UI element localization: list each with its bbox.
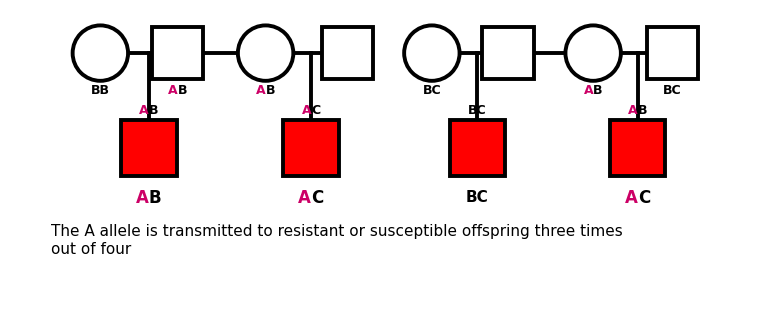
Text: B: B <box>149 104 158 117</box>
Circle shape <box>238 25 294 81</box>
Text: BC: BC <box>663 84 682 97</box>
Text: A: A <box>583 84 594 97</box>
Text: B: B <box>149 189 161 207</box>
Bar <box>610 121 666 176</box>
Bar <box>647 27 698 79</box>
Text: BC: BC <box>466 190 489 205</box>
Text: A: A <box>168 84 178 97</box>
Text: B: B <box>637 104 648 117</box>
Text: C: C <box>311 104 320 117</box>
Circle shape <box>73 25 128 81</box>
Text: A: A <box>628 104 637 117</box>
Circle shape <box>404 25 460 81</box>
Circle shape <box>565 25 621 81</box>
Text: A: A <box>136 189 149 207</box>
Text: B: B <box>265 84 275 97</box>
Bar <box>283 121 339 176</box>
Bar <box>482 27 534 79</box>
Text: A: A <box>625 189 637 207</box>
Text: BC: BC <box>423 84 441 97</box>
Bar <box>152 27 204 79</box>
Text: BB: BB <box>91 84 110 97</box>
Text: The A allele is transmitted to resistant or susceptible offspring three times
ou: The A allele is transmitted to resistant… <box>51 224 622 257</box>
Text: A: A <box>256 84 265 97</box>
Bar <box>449 121 505 176</box>
Text: BC: BC <box>468 104 487 117</box>
Bar <box>121 121 176 176</box>
Text: A: A <box>301 104 311 117</box>
Bar <box>322 27 373 79</box>
Text: A: A <box>298 189 311 207</box>
Text: C: C <box>637 189 650 207</box>
Text: C: C <box>311 189 323 207</box>
Text: B: B <box>178 84 187 97</box>
Text: B: B <box>594 84 603 97</box>
Text: A: A <box>139 104 149 117</box>
